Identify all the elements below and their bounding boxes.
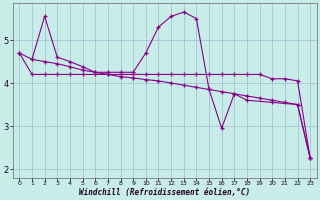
X-axis label: Windchill (Refroidissement éolien,°C): Windchill (Refroidissement éolien,°C) [79, 188, 250, 197]
